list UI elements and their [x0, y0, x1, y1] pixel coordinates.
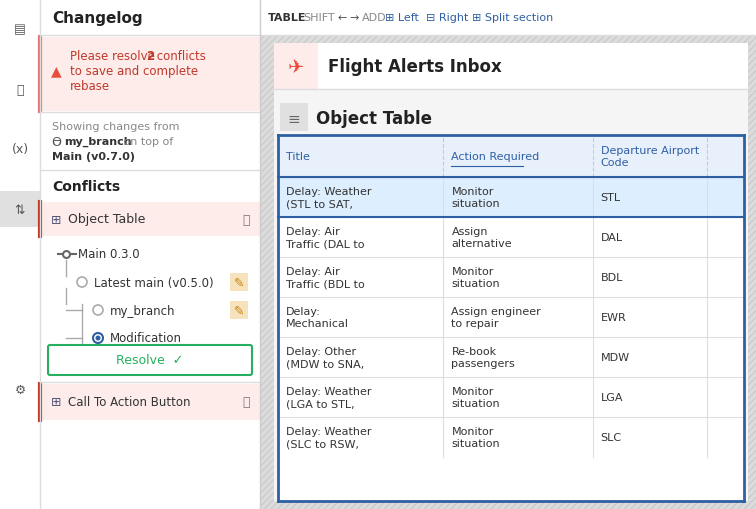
Text: Main 0.3.0: Main 0.3.0: [78, 248, 140, 261]
Text: →: →: [350, 13, 359, 23]
Text: Departure Airport
Code: Departure Airport Code: [600, 146, 699, 168]
Text: SLC: SLC: [600, 432, 621, 442]
Bar: [274, 44, 318, 90]
Circle shape: [77, 277, 87, 288]
Text: ⬛: ⬛: [16, 83, 23, 96]
Circle shape: [93, 305, 103, 316]
Text: Conflicts: Conflicts: [52, 180, 120, 193]
Bar: [278, 417, 744, 457]
Text: Delay: Weather
(SLC to RSW,: Delay: Weather (SLC to RSW,: [286, 426, 371, 448]
Text: MDW: MDW: [600, 352, 630, 362]
FancyBboxPatch shape: [48, 345, 252, 375]
Text: Modification: Modification: [110, 332, 182, 345]
Text: Monitor
situation: Monitor situation: [451, 386, 500, 408]
Text: Object Table: Object Table: [68, 213, 145, 226]
Text: TABLE: TABLE: [268, 13, 306, 23]
Text: Assign engineer
to repair: Assign engineer to repair: [451, 306, 541, 328]
Text: ✎: ✎: [234, 304, 244, 317]
Text: EWR: EWR: [600, 313, 626, 322]
Text: BDL: BDL: [600, 272, 623, 282]
Text: Ѳ: Ѳ: [52, 135, 66, 148]
Text: Delay: Air
Traffic (BDL to: Delay: Air Traffic (BDL to: [286, 266, 364, 289]
Text: Delay:
Mechanical: Delay: Mechanical: [286, 306, 349, 328]
Text: to save and complete: to save and complete: [70, 64, 198, 77]
Bar: [40, 38, 260, 112]
Text: Action Required: Action Required: [451, 152, 540, 162]
Bar: [274, 44, 748, 90]
Text: ←: ←: [338, 13, 347, 23]
Bar: [278, 136, 744, 501]
Text: rebase: rebase: [70, 79, 110, 92]
Bar: [274, 44, 748, 501]
Bar: [230, 301, 248, 319]
Text: Delay: Air
Traffic (DAL to: Delay: Air Traffic (DAL to: [286, 227, 364, 249]
Text: ⇅: ⇅: [15, 203, 25, 216]
Text: Assign
alternative: Assign alternative: [451, 227, 512, 249]
Text: conflicts: conflicts: [153, 49, 206, 63]
Text: LGA: LGA: [600, 392, 623, 402]
Text: ≡: ≡: [287, 111, 300, 126]
Bar: [278, 337, 744, 377]
Text: Changelog: Changelog: [52, 11, 143, 25]
Text: ⊟ Right: ⊟ Right: [426, 13, 468, 23]
Text: Monitor
situation: Monitor situation: [451, 426, 500, 448]
Text: Delay: Weather
(LGA to STL,: Delay: Weather (LGA to STL,: [286, 386, 371, 408]
Text: Main (v0.7.0): Main (v0.7.0): [52, 152, 135, 162]
Bar: [0, 0, 40, 509]
Text: DAL: DAL: [600, 233, 623, 242]
Text: ⚙: ⚙: [14, 383, 26, 395]
Text: my_branch: my_branch: [110, 304, 175, 317]
Text: ▲: ▲: [51, 64, 61, 78]
Bar: [278, 297, 744, 337]
Bar: [260, 0, 756, 509]
Text: Call To Action Button: Call To Action Button: [68, 395, 191, 409]
Bar: [280, 104, 308, 132]
Bar: [278, 217, 744, 258]
Text: Resolve  ✓: Resolve ✓: [116, 354, 184, 367]
Text: Monitor
situation: Monitor situation: [451, 186, 500, 209]
Text: SHIFT: SHIFT: [303, 13, 335, 23]
Text: ⤢: ⤢: [242, 213, 249, 226]
Bar: [278, 258, 744, 297]
Bar: [230, 273, 248, 292]
Text: Flight Alerts Inbox: Flight Alerts Inbox: [328, 58, 502, 76]
Bar: [40, 384, 260, 420]
Bar: [278, 136, 744, 178]
Text: Showing changes from: Showing changes from: [52, 122, 179, 132]
Bar: [278, 178, 744, 217]
Text: Title: Title: [286, 152, 310, 162]
Text: (x): (x): [11, 143, 29, 156]
Text: ⊞ Split section: ⊞ Split section: [472, 13, 553, 23]
Text: 2: 2: [146, 49, 154, 63]
Text: STL: STL: [600, 192, 621, 203]
Text: my_branch: my_branch: [64, 136, 132, 147]
Text: ADD: ADD: [361, 13, 386, 23]
Text: ▤: ▤: [14, 23, 26, 37]
Text: ✎: ✎: [234, 276, 244, 289]
Bar: [0, 191, 40, 228]
Text: ⤢: ⤢: [242, 395, 249, 409]
Bar: [260, 0, 756, 36]
Bar: [40, 203, 260, 237]
Circle shape: [93, 333, 103, 344]
Bar: [40, 0, 260, 509]
Text: on top of: on top of: [120, 137, 173, 147]
Text: Monitor
situation: Monitor situation: [451, 266, 500, 289]
Text: Delay: Other
(MDW to SNA,: Delay: Other (MDW to SNA,: [286, 346, 364, 369]
Text: Please resolve: Please resolve: [70, 49, 159, 63]
Text: ⊞: ⊞: [51, 213, 61, 226]
Text: Latest main (v0.5.0): Latest main (v0.5.0): [94, 276, 214, 289]
Bar: [278, 377, 744, 417]
Text: Delay: Weather
(STL to SAT,: Delay: Weather (STL to SAT,: [286, 186, 371, 209]
Text: ✈: ✈: [288, 58, 304, 76]
Text: ⊞ Left: ⊞ Left: [385, 13, 419, 23]
Text: ⊞: ⊞: [51, 395, 61, 409]
Circle shape: [95, 336, 101, 341]
Text: Object Table: Object Table: [316, 110, 432, 128]
Text: Re-book
passengers: Re-book passengers: [451, 346, 515, 369]
